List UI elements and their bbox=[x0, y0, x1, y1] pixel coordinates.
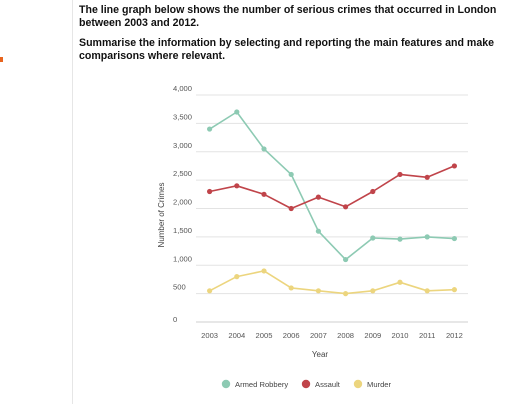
data-point bbox=[261, 191, 267, 197]
data-point bbox=[207, 288, 213, 294]
data-point bbox=[451, 287, 457, 293]
y-tick-label: 4,000 bbox=[173, 84, 192, 93]
series-line bbox=[209, 111, 455, 261]
data-point bbox=[370, 288, 376, 294]
x-tick-label: 2007 bbox=[310, 331, 327, 340]
left-sidebar bbox=[0, 0, 73, 404]
data-point bbox=[288, 205, 294, 212]
data-point bbox=[343, 291, 349, 297]
data-point bbox=[288, 171, 294, 178]
x-tick-label: 2003 bbox=[201, 331, 218, 340]
data-point bbox=[343, 204, 349, 210]
series-line bbox=[209, 270, 455, 295]
x-axis-title: Year bbox=[312, 350, 329, 359]
x-tick-label: 2008 bbox=[337, 331, 354, 340]
task-prompt: The line graph below shows the number of… bbox=[79, 4, 511, 70]
series-line bbox=[209, 165, 455, 210]
prompt-line-2: Summarise the information by selecting a… bbox=[79, 37, 495, 62]
legend-label: Armed Robbery bbox=[235, 380, 288, 389]
data-point bbox=[261, 146, 267, 152]
chart-legend: Armed Robbery Assault Murder bbox=[221, 379, 392, 389]
y-tick-label: 3,500 bbox=[173, 112, 192, 121]
data-point bbox=[397, 236, 403, 242]
y-tick-label: 2,000 bbox=[173, 198, 192, 207]
legend-marker bbox=[221, 379, 231, 389]
legend-marker bbox=[353, 379, 363, 389]
x-tick-label: 2004 bbox=[228, 331, 245, 340]
x-tick-label: 2009 bbox=[364, 331, 381, 340]
prompt-line-1: The line graph below shows the number of… bbox=[79, 4, 497, 29]
x-tick-label: 2012 bbox=[446, 331, 463, 340]
legend-label: Murder bbox=[367, 380, 392, 389]
y-tick-label: 3,000 bbox=[173, 141, 192, 150]
x-tick-label: 2011 bbox=[419, 331, 435, 340]
data-point bbox=[397, 171, 403, 178]
y-tick-label: 1,500 bbox=[173, 226, 192, 235]
data-point bbox=[451, 235, 457, 242]
x-tick-label: 2010 bbox=[392, 331, 409, 340]
y-tick-label: 500 bbox=[173, 283, 186, 292]
x-axis-ticks: 2003 2004 2005 2006 2007 2008 2009 2010 2011 2012 bbox=[201, 331, 463, 340]
y-axis-title: Number of Crimes bbox=[157, 183, 166, 248]
data-point bbox=[370, 235, 376, 241]
grid-lines bbox=[196, 94, 468, 323]
y-tick-label: 1,000 bbox=[173, 254, 192, 263]
data-point bbox=[424, 234, 430, 240]
data-point bbox=[261, 268, 267, 274]
data-point bbox=[207, 126, 213, 132]
data-point bbox=[451, 163, 457, 169]
accent-marker bbox=[0, 57, 3, 62]
data-point bbox=[397, 279, 403, 285]
data-point bbox=[288, 285, 294, 291]
y-tick-label: 0 bbox=[173, 315, 177, 324]
data-point bbox=[234, 183, 240, 189]
data-point bbox=[315, 288, 321, 294]
legend-label: Assault bbox=[315, 380, 341, 389]
y-tick-label: 2,500 bbox=[173, 169, 192, 178]
data-point bbox=[315, 194, 321, 200]
legend-marker bbox=[301, 379, 311, 389]
x-tick-label: 2006 bbox=[283, 331, 300, 340]
data-point bbox=[343, 256, 349, 263]
data-point bbox=[207, 188, 213, 195]
y-axis-ticks: 0 500 1,000 1,500 2,000 2,500 3,000 3,500 4,000 bbox=[173, 84, 192, 324]
data-point bbox=[234, 274, 240, 280]
x-tick-label: 2005 bbox=[256, 331, 273, 340]
data-point bbox=[424, 174, 430, 180]
data-point bbox=[424, 288, 430, 294]
series-lines bbox=[207, 109, 457, 297]
data-point bbox=[370, 188, 376, 195]
data-point bbox=[234, 109, 240, 115]
data-point bbox=[315, 228, 321, 234]
